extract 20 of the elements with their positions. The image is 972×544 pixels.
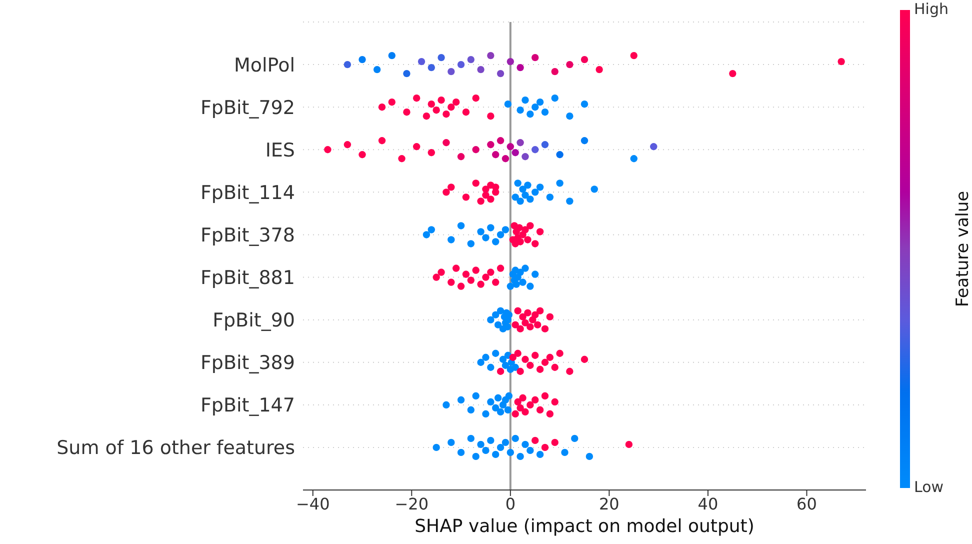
y-tick-label: FpBit_90 [212, 310, 295, 332]
y-tick-label: FpBit_881 [200, 267, 295, 290]
color-bar-label: Low [914, 478, 944, 496]
color-bar-label: High [914, 0, 948, 18]
x-tick-label: 40 [698, 494, 718, 514]
y-tick-label: Sum of 16 other features [56, 437, 295, 460]
y-tick-label: FpBit_389 [200, 352, 295, 374]
y-tick-label: IES [265, 139, 295, 162]
x-axis-title: SHAP value (impact on model output) [414, 516, 754, 537]
x-tick-label: −20 [394, 494, 429, 514]
y-tick-label: FpBit_792 [200, 96, 295, 119]
y-tick-label: FpBit_114 [200, 182, 295, 204]
color-bar-title: Feature value [953, 190, 972, 308]
y-tick-label: MolPol [234, 54, 295, 76]
y-tick-label: FpBit_378 [200, 224, 295, 246]
x-tick-label: 0 [505, 494, 516, 514]
x-tick-label: 60 [796, 494, 817, 514]
x-tick-label: 20 [599, 494, 620, 514]
x-tick-label: −40 [296, 494, 330, 514]
y-tick-label: FpBit_147 [200, 394, 295, 417]
